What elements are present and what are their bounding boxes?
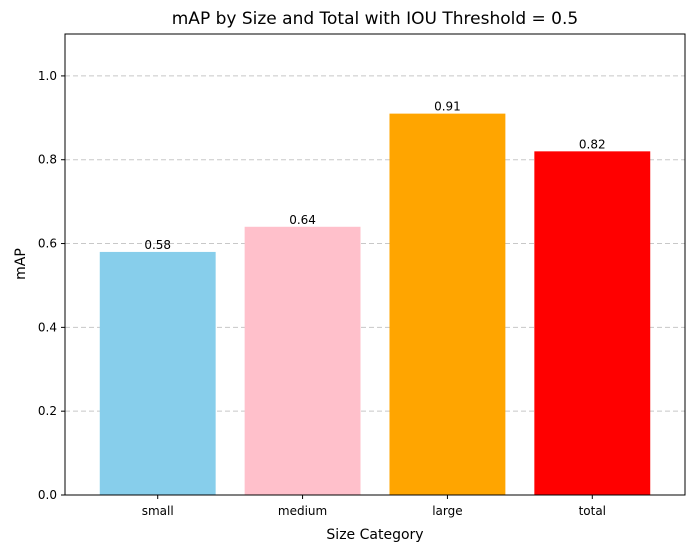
y-tick-label: 0.8 xyxy=(38,153,57,167)
x-tick-label: large xyxy=(432,504,462,518)
x-axis-ticks: small medium large total xyxy=(142,495,606,518)
bar-total xyxy=(534,151,651,495)
y-tick-label: 0.4 xyxy=(38,320,57,334)
y-axis-ticks: 0.0 0.2 0.4 0.6 0.8 1.0 xyxy=(38,69,65,502)
bar-small xyxy=(99,251,216,495)
bar-value-label: 0.82 xyxy=(579,137,606,151)
bar-value-label: 0.91 xyxy=(434,100,461,114)
x-axis-label: Size Category xyxy=(326,527,423,543)
y-tick-label: 1.0 xyxy=(38,69,57,83)
y-tick-label: 0.6 xyxy=(38,237,57,251)
x-tick-label: total xyxy=(579,504,606,518)
y-axis-label: mAP xyxy=(13,248,29,280)
bar-value-labels: 0.58 0.64 0.91 0.82 xyxy=(144,100,605,252)
plot-frame xyxy=(64,33,686,496)
bar-value-label: 0.58 xyxy=(144,238,171,252)
x-tick-label: small xyxy=(142,504,174,518)
y-tick-label: 0.2 xyxy=(38,404,57,418)
y-tick-label: 0.0 xyxy=(38,488,57,502)
x-tick-label: medium xyxy=(278,504,327,518)
bar-medium xyxy=(244,226,361,496)
bar-large xyxy=(389,113,506,496)
bars xyxy=(99,113,651,496)
chart-title: mAP by Size and Total with IOU Threshold… xyxy=(172,9,578,29)
bar-value-label: 0.64 xyxy=(289,213,316,227)
